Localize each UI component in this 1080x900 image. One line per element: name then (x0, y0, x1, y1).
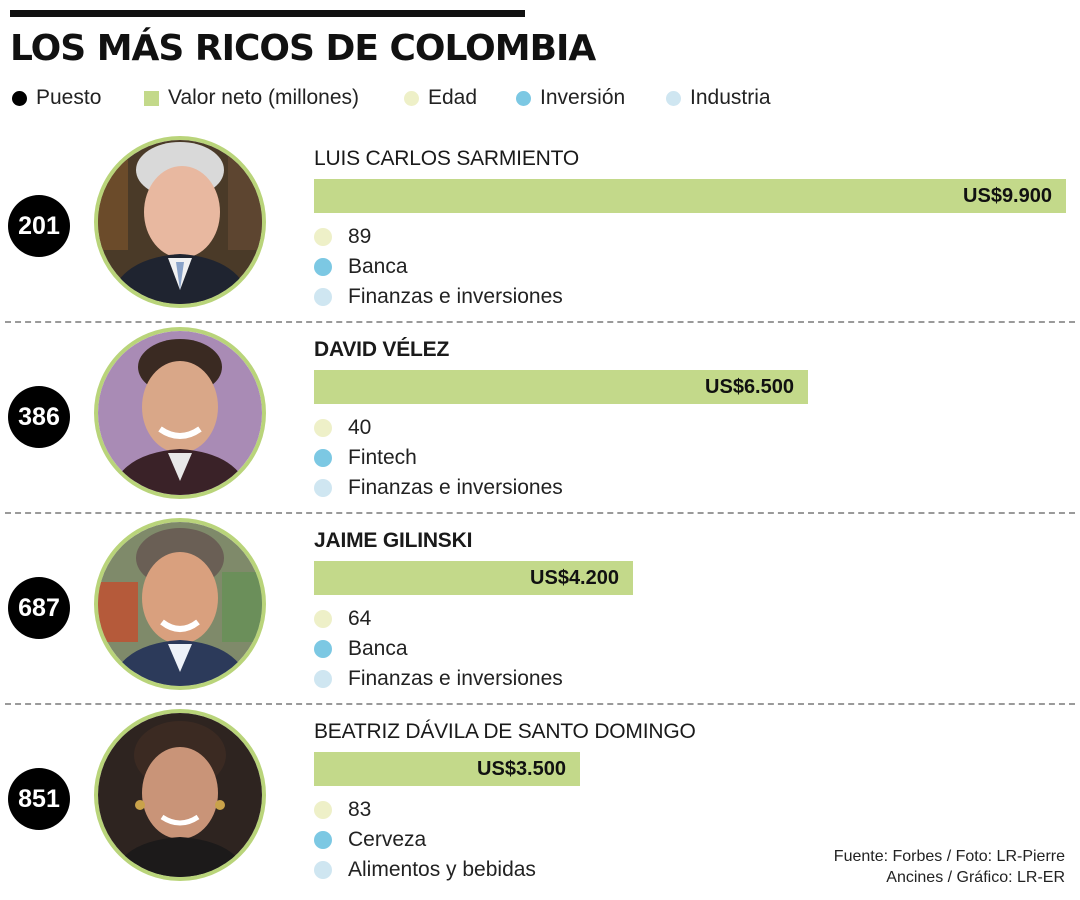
bar-value-label: US$6.500 (705, 375, 794, 398)
bar-value-label: US$4.200 (530, 566, 619, 589)
row-divider (5, 512, 1075, 514)
inversion-dot (314, 831, 332, 849)
title-rule (10, 10, 525, 17)
attr-edad: 83 (314, 797, 371, 823)
bar-valor-neto: US$4.200 (314, 561, 633, 595)
legend-item-edad: Edad (404, 86, 477, 110)
attr-industria: Finanzas e inversiones (314, 475, 563, 501)
person-row: 386 DAVID VÉLEZ US$6.500 40 Fintech Fina… (0, 324, 1080, 514)
inversion-dot (314, 449, 332, 467)
edad-dot (314, 801, 332, 819)
attr-industria-value: Finanzas e inversiones (348, 476, 563, 499)
legend-item-valor-neto: Valor neto (millones) (144, 86, 359, 110)
source-line-1: Fuente: Forbes / Foto: LR-Pierre (833, 848, 1065, 865)
person-name: DAVID VÉLEZ (314, 338, 450, 361)
attr-edad: 40 (314, 415, 371, 441)
rank-badge: 386 (8, 386, 70, 448)
rank-badge: 201 (8, 195, 70, 257)
inversion-dot (314, 640, 332, 658)
bar-value-label: US$9.900 (963, 184, 1052, 207)
row-divider (5, 703, 1075, 705)
legend-label-valor-neto: Valor neto (millones) (168, 86, 360, 109)
industria-dot (314, 288, 332, 306)
attr-edad-value: 89 (348, 225, 372, 248)
attr-inversion: Fintech (314, 445, 417, 471)
portrait-photo (94, 518, 266, 690)
rank-badge: 687 (8, 577, 70, 639)
legend-swatch-puesto (12, 90, 27, 106)
attr-edad: 64 (314, 606, 371, 632)
legend-swatch-edad (404, 90, 419, 106)
portrait-illustration (98, 331, 262, 495)
source-note: Fuente: Forbes / Foto: LR-Pierre Ancines… (834, 846, 1065, 888)
bar-valor-neto: US$9.900 (314, 179, 1066, 213)
attr-inversion: Banca (314, 254, 408, 280)
legend-swatch-valor-neto (144, 90, 159, 106)
edad-dot (314, 419, 332, 437)
attr-inversion-value: Banca (348, 637, 408, 660)
attr-industria-value: Alimentos y bebidas (348, 858, 536, 881)
bar-valor-neto: US$6.500 (314, 370, 808, 404)
portrait-illustration (98, 713, 262, 877)
industria-dot (314, 670, 332, 688)
portrait-photo (94, 136, 266, 308)
legend-item-puesto: Puesto (12, 86, 101, 110)
source-line-2: Ancines / Gráfico: LR-ER (886, 869, 1065, 886)
bar-value-label: US$3.500 (477, 757, 566, 780)
legend-swatch-industria (666, 90, 681, 106)
bar-valor-neto: US$3.500 (314, 752, 580, 786)
industria-dot (314, 861, 332, 879)
legend-item-inversion: Inversión (516, 86, 625, 110)
attr-inversion: Cerveza (314, 827, 426, 853)
attr-industria-value: Finanzas e inversiones (348, 285, 563, 308)
legend-swatch-inversion (516, 90, 531, 106)
attr-inversion: Banca (314, 636, 408, 662)
portrait-illustration (98, 522, 262, 686)
attr-inversion-value: Banca (348, 255, 408, 278)
person-name: JAIME GILINSKI (314, 529, 473, 552)
legend-label-edad: Edad (428, 86, 478, 109)
legend-label-inversion: Inversión (540, 86, 626, 109)
person-row: 201 LUIS CARLOS SARMIENTO US$9.900 89 Ba… (0, 133, 1080, 323)
portrait-photo (94, 327, 266, 499)
edad-dot (314, 610, 332, 628)
edad-dot (314, 228, 332, 246)
chart-title: LOS MÁS RICOS DE COLOMBIA (10, 28, 596, 69)
person-name: LUIS CARLOS SARMIENTO (314, 147, 579, 170)
portrait-illustration (98, 140, 262, 304)
legend-item-industria: Industria (666, 86, 771, 110)
person-row: 687 JAIME GILINSKI US$4.200 64 Banca Fin… (0, 515, 1080, 705)
inversion-dot (314, 258, 332, 276)
person-row: 851 BEATRIZ DÁVILA DE SANTO DOMINGO US$3… (0, 706, 1080, 896)
person-name: BEATRIZ DÁVILA DE SANTO DOMINGO (314, 720, 696, 743)
attr-industria: Alimentos y bebidas (314, 857, 536, 883)
industria-dot (314, 479, 332, 497)
rank-badge: 851 (8, 768, 70, 830)
portrait-photo (94, 709, 266, 881)
row-divider (5, 321, 1075, 323)
legend: Puesto Valor neto (millones) Edad Invers… (12, 86, 1072, 114)
attr-edad: 89 (314, 224, 371, 250)
legend-label-puesto: Puesto (36, 86, 102, 109)
attr-inversion-value: Cerveza (348, 828, 427, 851)
attr-industria-value: Finanzas e inversiones (348, 667, 563, 690)
attr-industria: Finanzas e inversiones (314, 666, 563, 692)
attr-inversion-value: Fintech (348, 446, 417, 469)
legend-label-industria: Industria (690, 86, 771, 109)
attr-industria: Finanzas e inversiones (314, 284, 563, 310)
attr-edad-value: 83 (348, 798, 372, 821)
attr-edad-value: 40 (348, 416, 372, 439)
attr-edad-value: 64 (348, 607, 372, 630)
